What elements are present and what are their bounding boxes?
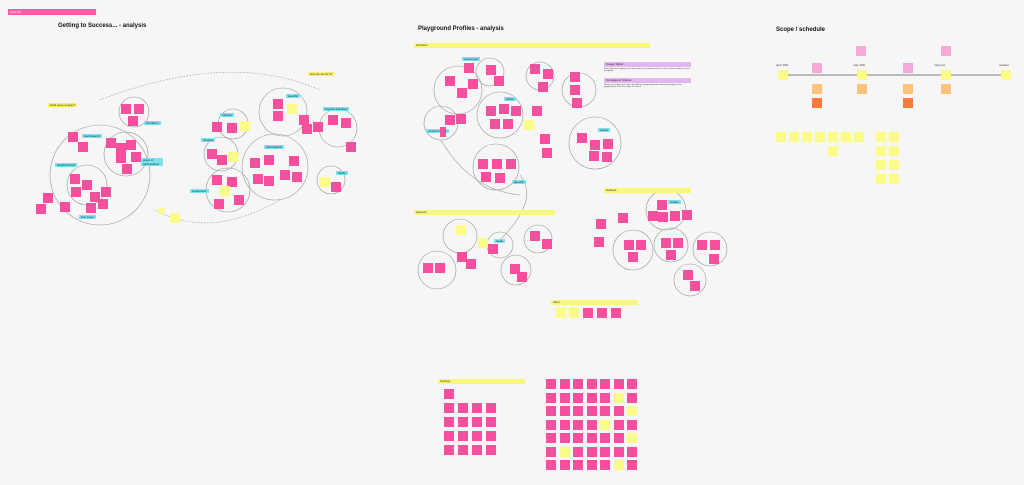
- label-environmental: environmental: [426, 129, 449, 133]
- sticky-note: [627, 379, 637, 389]
- sticky-note: [600, 433, 610, 443]
- note-what-energy: what were energy?: [48, 103, 78, 107]
- sticky-note: [600, 392, 610, 403]
- sticky-note: [546, 433, 556, 443]
- sticky-note: [573, 419, 583, 430]
- sticky-note: [573, 392, 583, 403]
- date-tag: April 5th: [8, 9, 96, 15]
- sticky-note: [559, 460, 570, 470]
- label-mission: mission: [220, 113, 235, 117]
- label-timeline: timeline: [201, 138, 216, 142]
- bar-feelings: feelings: [604, 188, 691, 193]
- sticky-note: [586, 433, 597, 443]
- label-neighborhood: neighborhood: [55, 163, 78, 167]
- sticky-note: [546, 406, 556, 416]
- sticky-note: [613, 406, 624, 416]
- label-clarity: clarity: [336, 171, 348, 175]
- section-title-success: Getting to Success... - analysis: [58, 23, 147, 29]
- sticky-note: [546, 446, 556, 457]
- sticky-note: [586, 460, 597, 470]
- label-active: active: [504, 97, 516, 101]
- milestone-april: april 15th: [776, 63, 789, 67]
- sticky-note: [627, 446, 637, 457]
- sticky-note: [559, 379, 570, 389]
- sticky-note: [627, 406, 637, 416]
- sticky-note: [573, 433, 583, 443]
- sticky-note: [559, 406, 570, 416]
- sticky-note: [613, 460, 624, 470]
- bar-other: other: [551, 300, 638, 305]
- label-interest: interest activities: [323, 107, 350, 111]
- insight-usage-safari-text: Some kids were keeping each other busy, …: [604, 68, 690, 72]
- sticky-note: [573, 379, 583, 389]
- insight-contagious-text: Groups are inviting each other with diff…: [604, 84, 682, 88]
- bar-activities: activities: [414, 43, 650, 48]
- sticky-note: [559, 433, 570, 443]
- sticky-note: [613, 419, 624, 430]
- label-shortterm: shortterm: [144, 121, 161, 125]
- section-title-playground: Playground Profiles - analysis: [418, 26, 504, 32]
- label-social: social: [598, 128, 610, 132]
- sticky-note: [613, 433, 624, 443]
- sticky-note: [627, 419, 637, 430]
- sticky-note: [586, 392, 597, 403]
- sticky-note: [573, 446, 583, 457]
- note-how-fix: how do we fix it?: [308, 72, 335, 76]
- sticky-note: [600, 419, 610, 430]
- sticky-note: [600, 379, 610, 389]
- sticky-note: [613, 392, 624, 403]
- sticky-note: [559, 446, 570, 457]
- sticky-note: [627, 433, 637, 443]
- label-ways: ways of participation: [141, 158, 163, 166]
- sticky-note: [613, 446, 624, 457]
- label-specific-2: specific: [512, 180, 527, 184]
- bar-aspects: aspects: [414, 210, 555, 215]
- sticky-note: [559, 392, 570, 403]
- milestone-june: mid june: [934, 63, 946, 67]
- label-clean: clean: [494, 239, 506, 243]
- milestone-october: october: [999, 63, 1010, 67]
- sticky-note: [600, 460, 610, 470]
- sticky-note: [546, 379, 556, 389]
- sticky-note: [600, 446, 610, 457]
- sticky-note: [586, 419, 597, 430]
- label-outline: outline: [668, 200, 681, 204]
- label-touchsound: touchsound: [82, 134, 102, 138]
- sticky-note: [586, 379, 597, 389]
- section-title-scope: Scope / schedule: [776, 27, 826, 33]
- sticky-note: [627, 392, 637, 403]
- label-bus-stops: bus stops: [79, 215, 96, 219]
- sticky-note: [559, 419, 570, 430]
- sticky-note: [573, 406, 583, 416]
- sticky-note: [613, 379, 624, 389]
- sticky-note: [600, 406, 610, 416]
- sticky-note: [573, 460, 583, 470]
- label-movement: movement: [462, 57, 481, 61]
- bar-feelings-2: feelings: [438, 379, 525, 384]
- milestone-may: may 15th: [853, 63, 866, 67]
- insight-usage-safari: Usage Safari: [604, 62, 691, 67]
- sticky-note: [586, 406, 597, 416]
- label-excitement: excitement: [190, 189, 209, 193]
- sticky-note: [627, 460, 637, 470]
- sticky-note: [546, 392, 556, 403]
- label-specific: specific: [286, 94, 301, 98]
- sticky-note: [586, 446, 597, 457]
- insight-contagious: Contagious Stories: [604, 78, 691, 83]
- sticky-note: [546, 460, 556, 470]
- sticky-note: [546, 419, 556, 430]
- label-participation: participation: [264, 145, 285, 149]
